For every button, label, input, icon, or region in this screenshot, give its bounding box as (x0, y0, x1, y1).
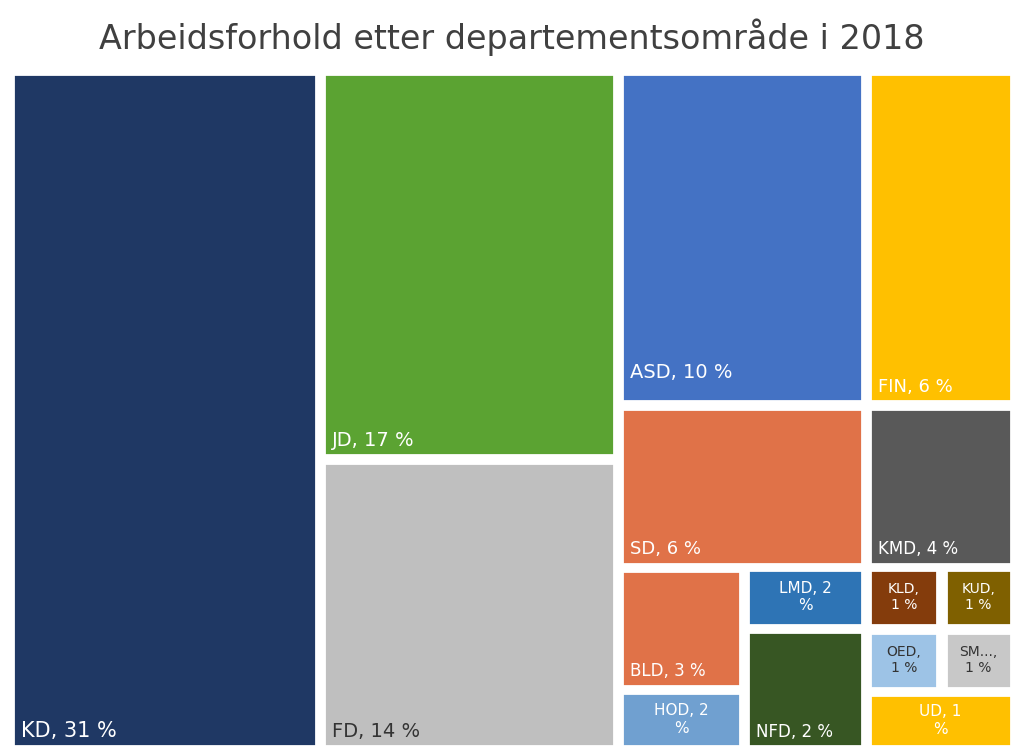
Bar (870, 695, 1011, 746)
Bar (870, 409, 1011, 564)
Text: FD, 14 %: FD, 14 % (333, 722, 421, 741)
Text: ASD, 10 %: ASD, 10 % (631, 364, 733, 383)
Bar (870, 74, 1011, 401)
Bar (325, 74, 614, 455)
Bar (623, 693, 739, 746)
Text: KUD,
1 %: KUD, 1 % (962, 582, 995, 612)
Bar (945, 570, 1011, 624)
Bar (623, 409, 862, 564)
Text: FIN, 6 %: FIN, 6 % (879, 378, 953, 396)
Text: KD, 31 %: KD, 31 % (22, 721, 117, 741)
Text: KMD, 4 %: KMD, 4 % (879, 541, 958, 559)
Bar (623, 572, 739, 686)
Text: SD, 6 %: SD, 6 % (631, 541, 701, 559)
Bar (13, 74, 316, 746)
Text: SM...,
1 %: SM..., 1 % (959, 645, 997, 675)
Text: LMD, 2
%: LMD, 2 % (778, 581, 831, 613)
Text: BLD, 3 %: BLD, 3 % (631, 662, 706, 680)
Bar (945, 633, 1011, 687)
Text: JD, 17 %: JD, 17 % (333, 431, 415, 450)
Text: HOD, 2
%: HOD, 2 % (653, 704, 709, 736)
Bar (623, 74, 862, 401)
Text: KLD,
1 %: KLD, 1 % (888, 582, 920, 612)
Bar (325, 463, 614, 746)
Text: OED,
1 %: OED, 1 % (887, 645, 922, 675)
Text: UD, 1
%: UD, 1 % (920, 705, 962, 737)
Bar (748, 632, 862, 746)
Text: Arbeidsforhold etter departementsområde i 2018: Arbeidsforhold etter departementsområde … (99, 19, 925, 57)
Bar (870, 570, 938, 624)
Bar (748, 570, 862, 624)
Text: NFD, 2 %: NFD, 2 % (756, 723, 833, 741)
Bar (870, 633, 938, 687)
